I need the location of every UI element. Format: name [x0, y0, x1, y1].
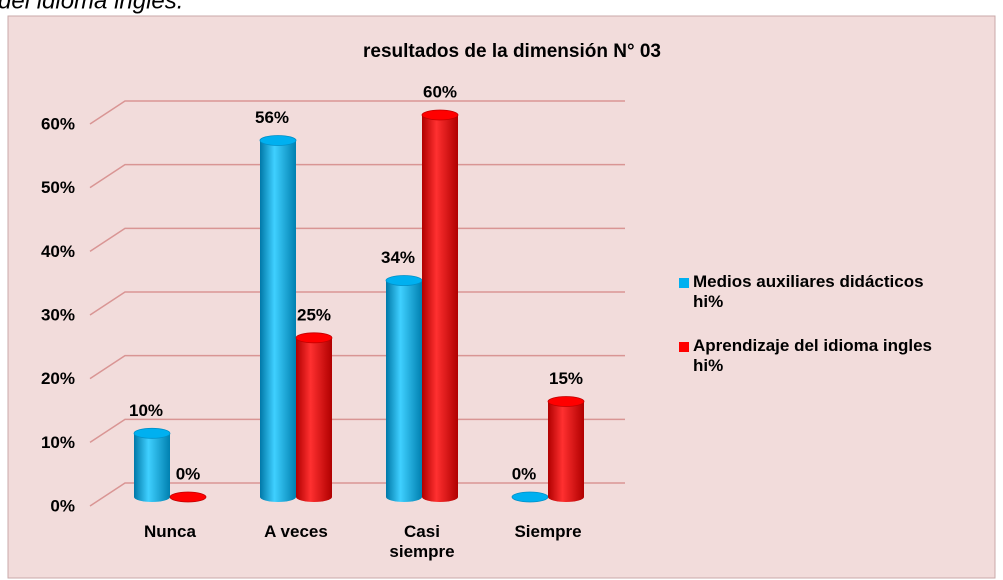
- data-label: 60%: [423, 82, 457, 101]
- legend-swatch: [679, 278, 689, 288]
- bar-top: [259, 135, 297, 146]
- y-tick-label: 60%: [41, 114, 75, 133]
- data-label: 34%: [381, 248, 415, 267]
- data-label: 0%: [176, 464, 201, 483]
- grid-line: [89, 291, 625, 316]
- legend-label: Medios auxiliares didácticos hi%: [693, 272, 924, 311]
- bar-top: [511, 491, 549, 503]
- caption: del idioma inglés.: [0, 0, 183, 14]
- chart-title: resultados de la dimensión N° 03: [363, 41, 661, 62]
- bar-top: [385, 275, 423, 286]
- x-tick-label: Siempre: [514, 522, 581, 541]
- legend-label: Aprendizaje del idioma ingles hi%: [693, 336, 932, 375]
- bar-top: [421, 109, 459, 121]
- y-tick-label: 50%: [41, 178, 75, 197]
- bar: [422, 115, 458, 502]
- x-tick-label: Nunca: [144, 522, 197, 541]
- bar: [386, 280, 422, 502]
- grid-line: [89, 100, 625, 125]
- y-tick-label: 40%: [41, 242, 75, 261]
- x-tick-label: A veces: [264, 522, 328, 541]
- data-label: 0%: [512, 464, 537, 483]
- bar: [134, 433, 170, 502]
- bar: [296, 337, 332, 502]
- grid-line: [89, 418, 625, 443]
- y-tick-label: 20%: [41, 369, 75, 388]
- bar-top: [133, 427, 171, 439]
- x-tick-label: Casi siempre: [389, 522, 454, 561]
- y-tick-label: 30%: [41, 305, 75, 324]
- data-label: 15%: [549, 369, 583, 388]
- bar: [548, 401, 584, 502]
- y-tick-label: 0%: [50, 496, 75, 515]
- grid-line: [89, 163, 625, 189]
- grid-line: [89, 482, 625, 507]
- data-label: 25%: [297, 305, 331, 324]
- grid-line: [89, 354, 625, 380]
- bar: [260, 140, 296, 502]
- data-label: 56%: [255, 108, 289, 127]
- grid-line: [89, 227, 625, 252]
- bar-top: [295, 332, 333, 344]
- y-tick-label: 10%: [41, 433, 75, 452]
- data-label: 10%: [129, 401, 163, 420]
- legend-swatch: [679, 342, 689, 352]
- bar-top: [169, 491, 207, 503]
- bar-top: [547, 396, 585, 407]
- chart-area: [7, 15, 996, 579]
